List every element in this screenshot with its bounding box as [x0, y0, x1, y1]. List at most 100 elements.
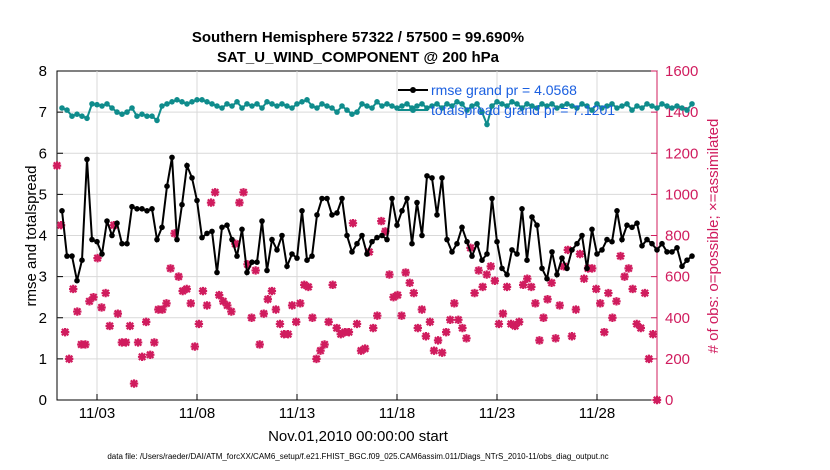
totalspread-point: [524, 101, 530, 107]
obs-marker: [478, 282, 487, 292]
obs-marker: [364, 247, 374, 257]
rmse-point: [584, 265, 590, 272]
rmse-point: [224, 222, 230, 228]
obs-marker: [93, 253, 102, 263]
rmse-point: [219, 224, 225, 231]
obs-marker: [158, 305, 167, 314]
y-tick-label: 1: [39, 351, 47, 368]
obs-marker: [170, 229, 179, 238]
obs-marker: [535, 336, 544, 345]
totalspread-point: [514, 101, 520, 107]
obs-marker: [632, 319, 641, 329]
rmse-point: [104, 218, 110, 224]
totalspread-point: [619, 103, 625, 109]
totalspread-point: [629, 107, 635, 113]
obs-marker: [523, 274, 532, 283]
obs-marker: [69, 284, 78, 294]
rmse-point: [484, 251, 490, 257]
rmse-point: [384, 236, 390, 243]
y-right-tick-label: 800: [665, 228, 690, 245]
totalspread-point: [484, 121, 490, 128]
obs-marker: [97, 303, 106, 312]
totalspread-point: [289, 105, 295, 111]
rmse-point: [509, 247, 515, 253]
rmse-point: [429, 175, 435, 181]
rmse-point: [564, 265, 570, 272]
obs-marker: [579, 274, 589, 283]
obs-marker: [425, 317, 435, 327]
obs-marker: [514, 317, 524, 327]
totalspread-point: [669, 105, 675, 111]
totalspread-point: [624, 101, 630, 107]
totalspread-point: [69, 113, 75, 119]
obs-marker: [543, 295, 552, 304]
obs-marker: [308, 313, 317, 322]
obs-marker: [596, 299, 605, 308]
y-tick-label: 7: [39, 104, 47, 121]
totalspread-point: [184, 101, 190, 107]
rmse-point: [114, 220, 120, 226]
rmse-point: [209, 228, 215, 235]
obs-marker: [348, 218, 358, 228]
y-right-tick-label: 1000: [665, 186, 698, 203]
y-right-tick-label: 600: [665, 269, 690, 286]
obs-marker: [133, 338, 143, 347]
rmse-point: [504, 271, 510, 278]
totalspread-point: [164, 101, 170, 107]
rmse-point: [599, 247, 605, 253]
rmse-point: [159, 224, 165, 231]
y-axis-right-label: # of obs: o=possible; ×=assimilated: [705, 119, 722, 354]
totalspread-point: [314, 105, 320, 111]
obs-assimilated-series: [52, 161, 662, 405]
totalspread-point: [654, 105, 660, 111]
obs-marker: [527, 282, 536, 292]
rmse-point: [79, 257, 85, 264]
obs-marker: [360, 344, 370, 353]
obs-marker: [352, 319, 362, 329]
rmse-point: [574, 240, 580, 247]
y-right-tick-label: 1600: [665, 63, 698, 80]
rmse-point: [239, 226, 245, 233]
rmse-point: [374, 234, 380, 241]
totalspread-point: [294, 101, 300, 107]
obs-marker: [612, 297, 621, 306]
totalspread-point: [419, 101, 425, 107]
rmse-point: [529, 214, 535, 220]
rmse-point: [644, 236, 650, 243]
obs-marker: [146, 350, 155, 359]
obs-marker: [454, 315, 463, 325]
obs-marker: [52, 161, 62, 170]
rmse-point: [624, 222, 630, 228]
totalspread-point: [144, 113, 150, 119]
rmse-point: [684, 257, 690, 264]
rmse-point: [629, 224, 635, 231]
obs-marker: [604, 288, 613, 298]
rmse-point: [229, 236, 235, 243]
totalspread-point: [319, 101, 325, 107]
obs-marker: [190, 342, 200, 351]
obs-marker: [652, 395, 662, 405]
obs-marker: [174, 272, 183, 281]
totalspread-point: [509, 99, 515, 105]
rmse-point: [369, 238, 375, 245]
totalspread-point: [119, 111, 125, 117]
totalspread-point: [549, 101, 555, 107]
obs-marker: [267, 286, 277, 296]
rmse-point: [634, 220, 640, 226]
obs-marker: [377, 216, 386, 226]
data-file-footer: data file: /Users/raeder/DAI/ATM_forcXX/…: [107, 452, 608, 461]
legend-rmse-marker: [410, 87, 416, 93]
rmse-point: [254, 259, 260, 266]
y-right-tick-label: 1200: [665, 145, 698, 162]
obs-marker: [620, 272, 629, 281]
rmse-point: [444, 236, 450, 243]
obs-marker: [482, 270, 491, 279]
totalspread-point: [634, 103, 640, 109]
obs-marker: [316, 346, 325, 355]
totalspread-point: [94, 101, 100, 108]
rmse-point: [264, 267, 270, 274]
rmse-point: [139, 206, 145, 212]
rmse-point: [94, 238, 100, 245]
obs-marker: [401, 268, 410, 277]
